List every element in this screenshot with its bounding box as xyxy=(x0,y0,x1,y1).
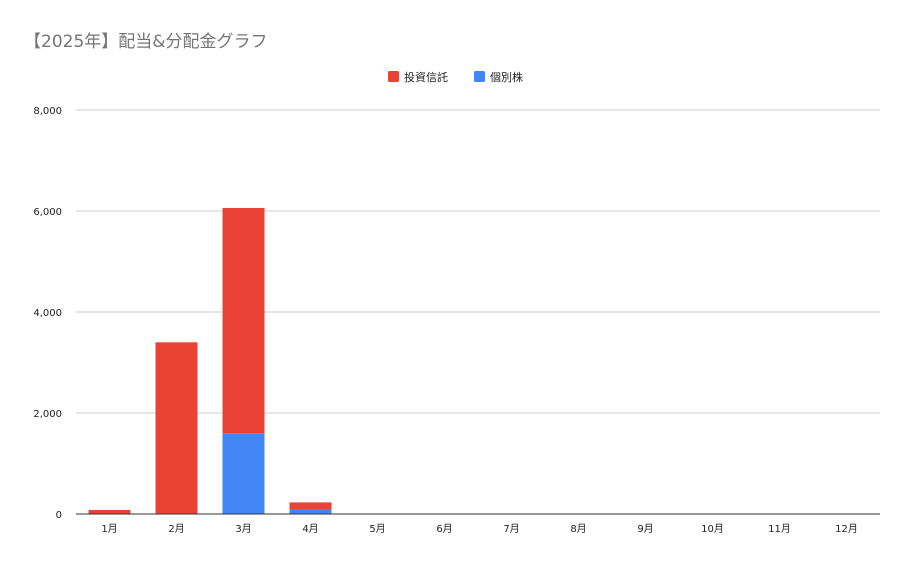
x-tick-label: 5月 xyxy=(369,523,385,535)
y-tick-label: 4,000 xyxy=(33,308,62,319)
bar-segment xyxy=(88,509,131,514)
x-axis-ticks: 1月 2月 3月 4月 5月 6月 7月 8月 9月 10月 11月 12月 xyxy=(101,523,858,535)
x-tick-label: 11月 xyxy=(768,523,791,535)
x-tick-label: 12月 xyxy=(835,523,858,535)
x-tick-label: 7月 xyxy=(503,523,519,535)
y-tick-label: 2,000 xyxy=(33,409,62,420)
y-tick-label: 6,000 xyxy=(33,207,62,218)
x-tick-label: 2月 xyxy=(168,523,184,535)
x-tick-label: 4月 xyxy=(302,523,318,535)
bar-segment xyxy=(222,207,265,434)
legend: 投資信託 個別株 xyxy=(388,70,523,84)
gridlines xyxy=(76,109,880,414)
x-tick-label: 10月 xyxy=(701,523,724,535)
y-axis-ticks: 0 2,000 4,000 6,000 8,000 xyxy=(33,106,62,521)
bars xyxy=(88,207,332,514)
bar-segment xyxy=(289,502,332,510)
x-tick-label: 1月 xyxy=(101,523,117,535)
x-tick-label: 9月 xyxy=(637,523,653,535)
bar-segment xyxy=(155,342,198,514)
legend-swatch xyxy=(474,71,485,82)
y-tick-label: 8,000 xyxy=(33,106,62,117)
bar-segment xyxy=(289,509,332,514)
legend-label: 投資信託 xyxy=(404,70,448,84)
x-tick-label: 6月 xyxy=(436,523,452,535)
legend-swatch xyxy=(388,71,399,82)
y-tick-label: 0 xyxy=(56,510,62,521)
x-tick-label: 8月 xyxy=(570,523,586,535)
chart-title: 【2025年】配当&分配金グラフ xyxy=(24,32,268,52)
x-tick-label: 3月 xyxy=(235,523,251,535)
bar-segment xyxy=(222,433,265,514)
legend-label: 個別株 xyxy=(490,70,523,84)
